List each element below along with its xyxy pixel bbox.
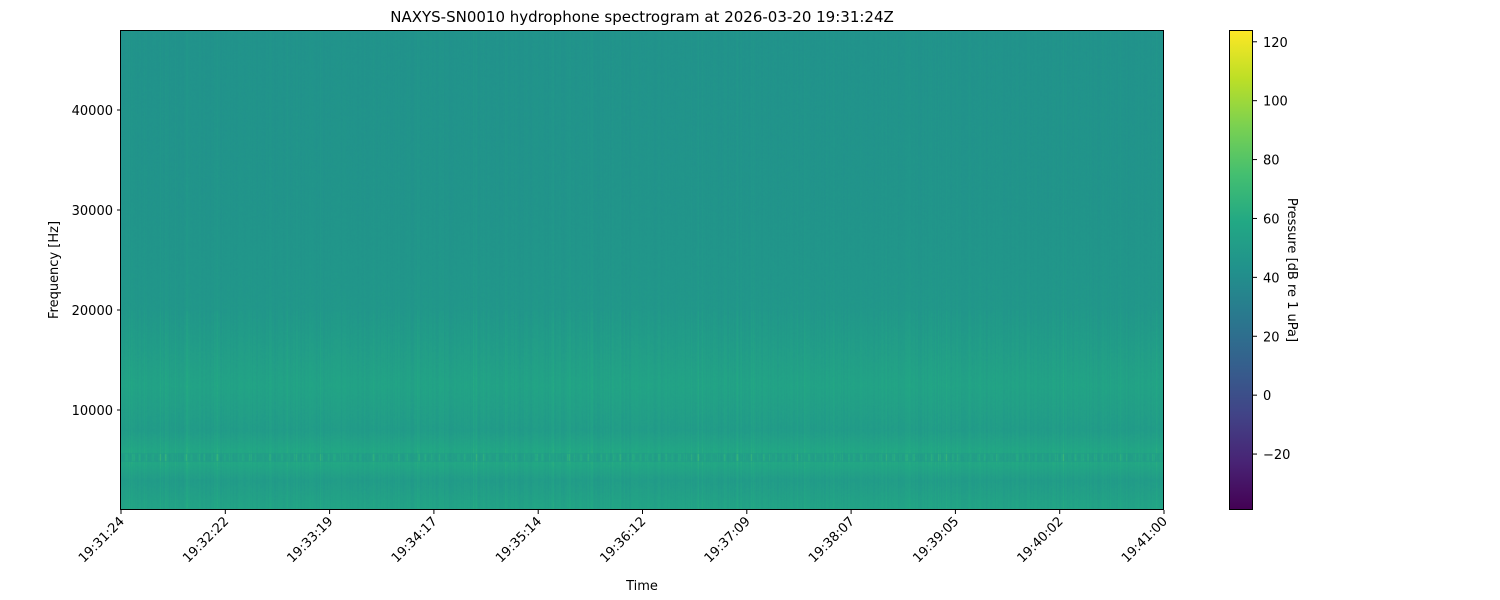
x-tick-label: 19:31:24 bbox=[76, 514, 128, 566]
colorbar-tick-label: 120 bbox=[1263, 36, 1288, 51]
colorbar-tick-label: 0 bbox=[1263, 389, 1271, 404]
plot-frame bbox=[120, 30, 1164, 510]
y-tick-label: 10000 bbox=[72, 404, 113, 419]
x-tick-label: 19:35:14 bbox=[493, 514, 545, 566]
x-tick-label: 19:33:19 bbox=[285, 514, 337, 566]
colorbar-tick-label: 40 bbox=[1263, 271, 1280, 286]
colorbar-tick-label: 20 bbox=[1263, 330, 1280, 345]
colorbar bbox=[1229, 30, 1253, 510]
x-tick-label: 19:40:02 bbox=[1015, 514, 1067, 566]
colorbar-tick-label: 80 bbox=[1263, 154, 1280, 169]
x-tick-label: 19:36:12 bbox=[597, 514, 649, 566]
y-tick-label: 30000 bbox=[72, 204, 113, 219]
colorbar-tick-label: 60 bbox=[1263, 212, 1280, 227]
colorbar-label: Pressure [dB re 1 uPa] bbox=[1284, 198, 1299, 342]
x-tick-label: 19:34:17 bbox=[389, 514, 441, 566]
spectrogram-heatmap bbox=[121, 30, 1164, 510]
x-tick-label: 19:37:09 bbox=[702, 514, 754, 566]
x-tick-label: 19:38:07 bbox=[806, 514, 858, 566]
x-axis-label: Time bbox=[625, 579, 658, 594]
y-tick-label: 40000 bbox=[72, 104, 113, 119]
y-tick-label: 20000 bbox=[72, 304, 113, 319]
x-tick-label: 19:39:05 bbox=[910, 514, 962, 566]
x-tick-label: 19:41:00 bbox=[1119, 514, 1171, 566]
x-tick-label: 19:32:22 bbox=[180, 514, 232, 566]
y-axis-label: Frequency [Hz] bbox=[47, 221, 62, 319]
colorbar-tick-label: −20 bbox=[1263, 448, 1290, 463]
chart-title: NAXYS-SN0010 hydrophone spectrogram at 2… bbox=[390, 8, 894, 26]
colorbar-tick-label: 100 bbox=[1263, 95, 1288, 110]
